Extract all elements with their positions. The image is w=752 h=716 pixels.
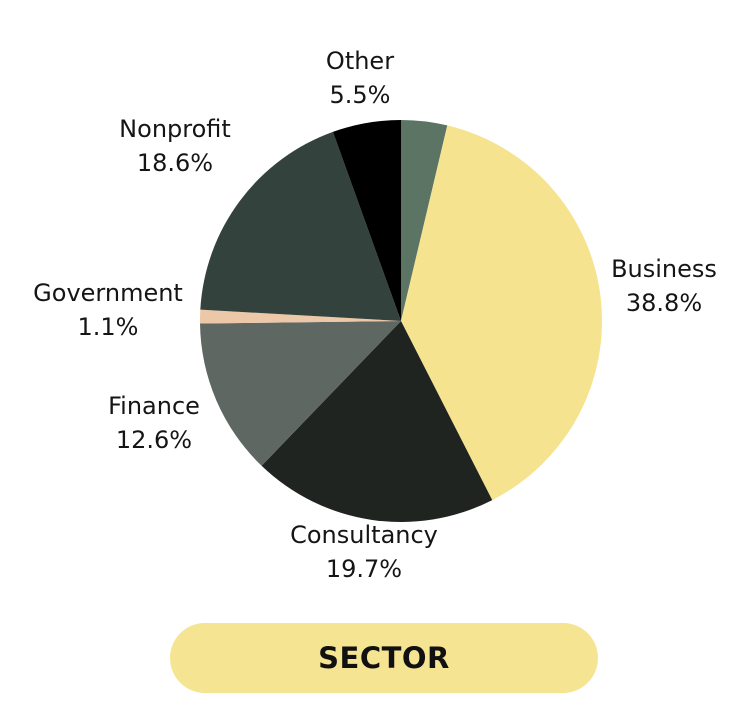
label-consultancy: Consultancy 19.7% [290, 518, 438, 586]
label-finance: Finance 12.6% [108, 389, 200, 457]
label-government-pct: 1.1% [77, 313, 139, 341]
label-consultancy-pct: 19.7% [325, 555, 403, 583]
pie-slice-business [401, 125, 602, 501]
label-consultancy-name: Consultancy [290, 521, 438, 549]
sector-title-pill: SECTOR [170, 623, 598, 693]
label-nonprofit-pct: 18.6% [136, 149, 214, 177]
label-other-pct: 5.5% [329, 81, 391, 109]
sector-title: SECTOR [318, 641, 450, 675]
label-other-name: Other [325, 47, 395, 75]
pie-slice-other [332, 120, 401, 321]
label-business-pct: 38.8% [625, 289, 703, 317]
pie-slice-nonprofit [200, 131, 401, 321]
label-nonprofit-name: Nonprofit [119, 115, 231, 143]
label-finance-name: Finance [108, 392, 200, 420]
label-business: Business 38.8% [611, 252, 717, 320]
label-government-name: Government [33, 279, 183, 307]
label-finance-pct: 12.6% [115, 426, 193, 454]
pie-slice-unlabeled [401, 120, 448, 321]
pie-slice-government [200, 309, 401, 324]
label-other: Other 5.5% [326, 44, 394, 112]
pie-slice-consultancy [261, 321, 493, 522]
label-business-name: Business [611, 255, 717, 283]
label-nonprofit: Nonprofit 18.6% [119, 112, 231, 180]
pie-slice-finance [200, 321, 401, 466]
label-government: Government 1.1% [33, 276, 183, 344]
